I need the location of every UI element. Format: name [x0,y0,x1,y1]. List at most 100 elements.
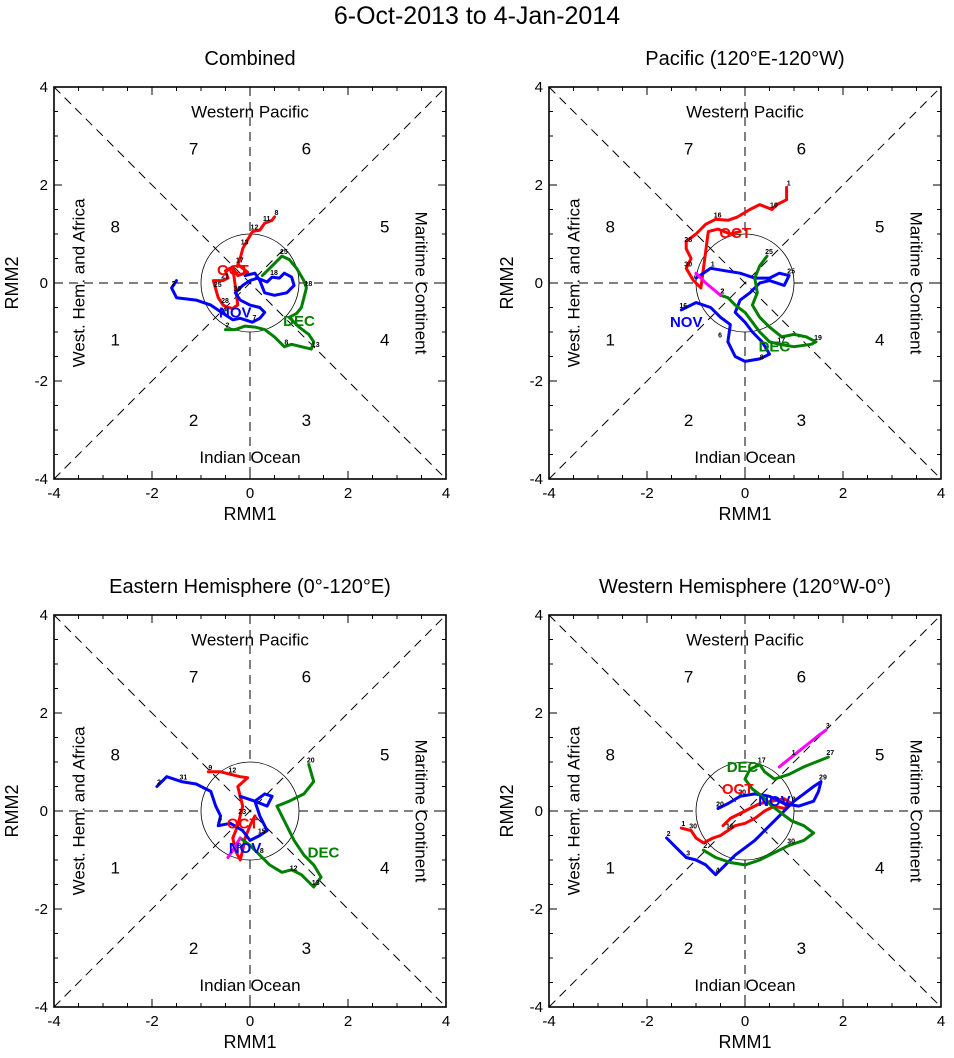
day-label: 2 [172,281,176,288]
x-tick-label: 0 [246,1013,254,1030]
series-line-oct [679,797,793,845]
x-tick-label: -4 [542,485,555,502]
y-tick-label: 2 [535,177,543,194]
phase-number: 3 [302,411,311,430]
series-line-nov [679,266,791,363]
x-tick-label: 4 [937,1013,945,1030]
phase-number: 7 [684,667,693,686]
phase-number: 5 [380,746,389,765]
x-tick-label: -2 [145,1013,158,1030]
day-label: 11 [263,216,271,223]
series-line-jan [694,271,722,297]
day-label: 8 [260,848,264,855]
phase-number: 2 [189,411,198,430]
region-label-bottom: Indian Ocean [694,976,795,995]
phase-number: 1 [606,858,615,877]
chart-panel-3: Eastern Hemisphere (0°-120°E) -4 -2 0 2 4 -4 -2… [2,576,450,1052]
y-tick-label: -4 [35,471,48,488]
day-label: 13 [241,239,249,246]
y-tick-label: 4 [535,607,543,624]
day-label: 17 [758,757,766,764]
series-line-jan [226,836,242,859]
x-tick-label: 2 [344,485,352,502]
phase-number: 4 [380,858,389,877]
y-axis-label: RMM2 [497,785,517,838]
x-tick-label: 4 [442,1013,450,1030]
month-label-oct: OCT [722,781,754,798]
series-line-jan [777,728,828,769]
day-label: 2 [226,323,230,330]
phase-number: 3 [797,939,806,958]
day-label: 10 [770,203,778,210]
region-label-left: West. Hem. and Africa [70,726,89,895]
region-label-right: Maritime Continent [907,212,926,355]
day-label: 2 [721,288,725,295]
phase-number: 6 [797,139,806,158]
phase-number: 7 [189,667,198,686]
series-line-oct [211,215,276,310]
unit-circle [200,761,300,861]
unit-circle [695,761,795,861]
day-label: 1 [792,750,796,757]
phase-number: 1 [111,858,120,877]
day-label: 3 [826,723,830,730]
phase-number: 7 [684,139,693,158]
x-tick-label: -4 [47,1013,60,1030]
day-label: 2 [721,288,725,295]
y-tick-label: 2 [40,705,48,722]
month-label-dec: DEC [759,339,791,356]
day-label: 30 [233,286,241,293]
region-label-bottom: Indian Ocean [199,448,300,467]
y-tick-label: -4 [35,999,48,1016]
day-label: 2 [703,843,707,850]
day-label: 4 [223,306,227,313]
phase-number: 6 [302,139,311,158]
day-label: 31 [180,775,188,782]
y-tick-label: 0 [535,803,543,820]
day-label: 4 [716,868,720,875]
x-tick-label: -2 [640,1013,653,1030]
region-label-left: West. Hem. and Africa [70,198,89,367]
y-tick-label: -2 [35,373,48,390]
day-label: 19 [814,335,822,342]
day-label: 18 [270,270,278,277]
y-tick-label: 0 [40,803,48,820]
y-tick-label: -4 [530,999,543,1016]
phase-number: 4 [875,330,884,349]
series-line-nov [155,775,274,842]
x-tick-label: 0 [246,485,254,502]
chart-panel-2: Pacific (120°E-120°W) -4 -2 0 2 4 -4 -2 0 2 4 RMM1 R… [497,48,945,524]
phase-number: 2 [684,411,693,430]
month-label-oct: OCT [719,225,751,242]
day-label: 27 [826,750,834,757]
panel-title: Western Hemisphere (120°W-0°) [599,576,891,598]
day-label: 30 [684,261,692,268]
x-tick-label: -4 [47,485,60,502]
day-label: 30 [787,838,795,845]
day-label: 16 [714,212,722,219]
phase-number: 6 [797,667,806,686]
day-label: 29 [819,775,827,782]
day-label: 13 [312,880,320,887]
phase-number: 4 [380,330,389,349]
x-axis-label: RMM1 [224,1032,277,1052]
region-label-top: Western Pacific [191,103,309,122]
day-label: 20 [307,757,315,764]
region-label-left: West. Hem. and Africa [565,198,584,367]
day-label: 18 [304,281,312,288]
day-label: 20 [716,802,724,809]
series-line-dec [238,763,323,889]
y-tick-label: 0 [40,275,48,292]
month-label-nov: NOV [229,840,262,857]
day-label: 6 [718,332,722,339]
region-label-bottom: Indian Ocean [199,976,300,995]
diagonal-line [53,614,447,1008]
y-axis-label: RMM2 [2,785,22,838]
y-tick-label: 4 [40,607,48,624]
day-label: 25 [214,282,222,289]
day-label: 1 [681,821,685,828]
month-label-nov: NOV [670,314,703,331]
x-tick-label: 4 [937,485,945,502]
diagonal-line [548,86,942,480]
